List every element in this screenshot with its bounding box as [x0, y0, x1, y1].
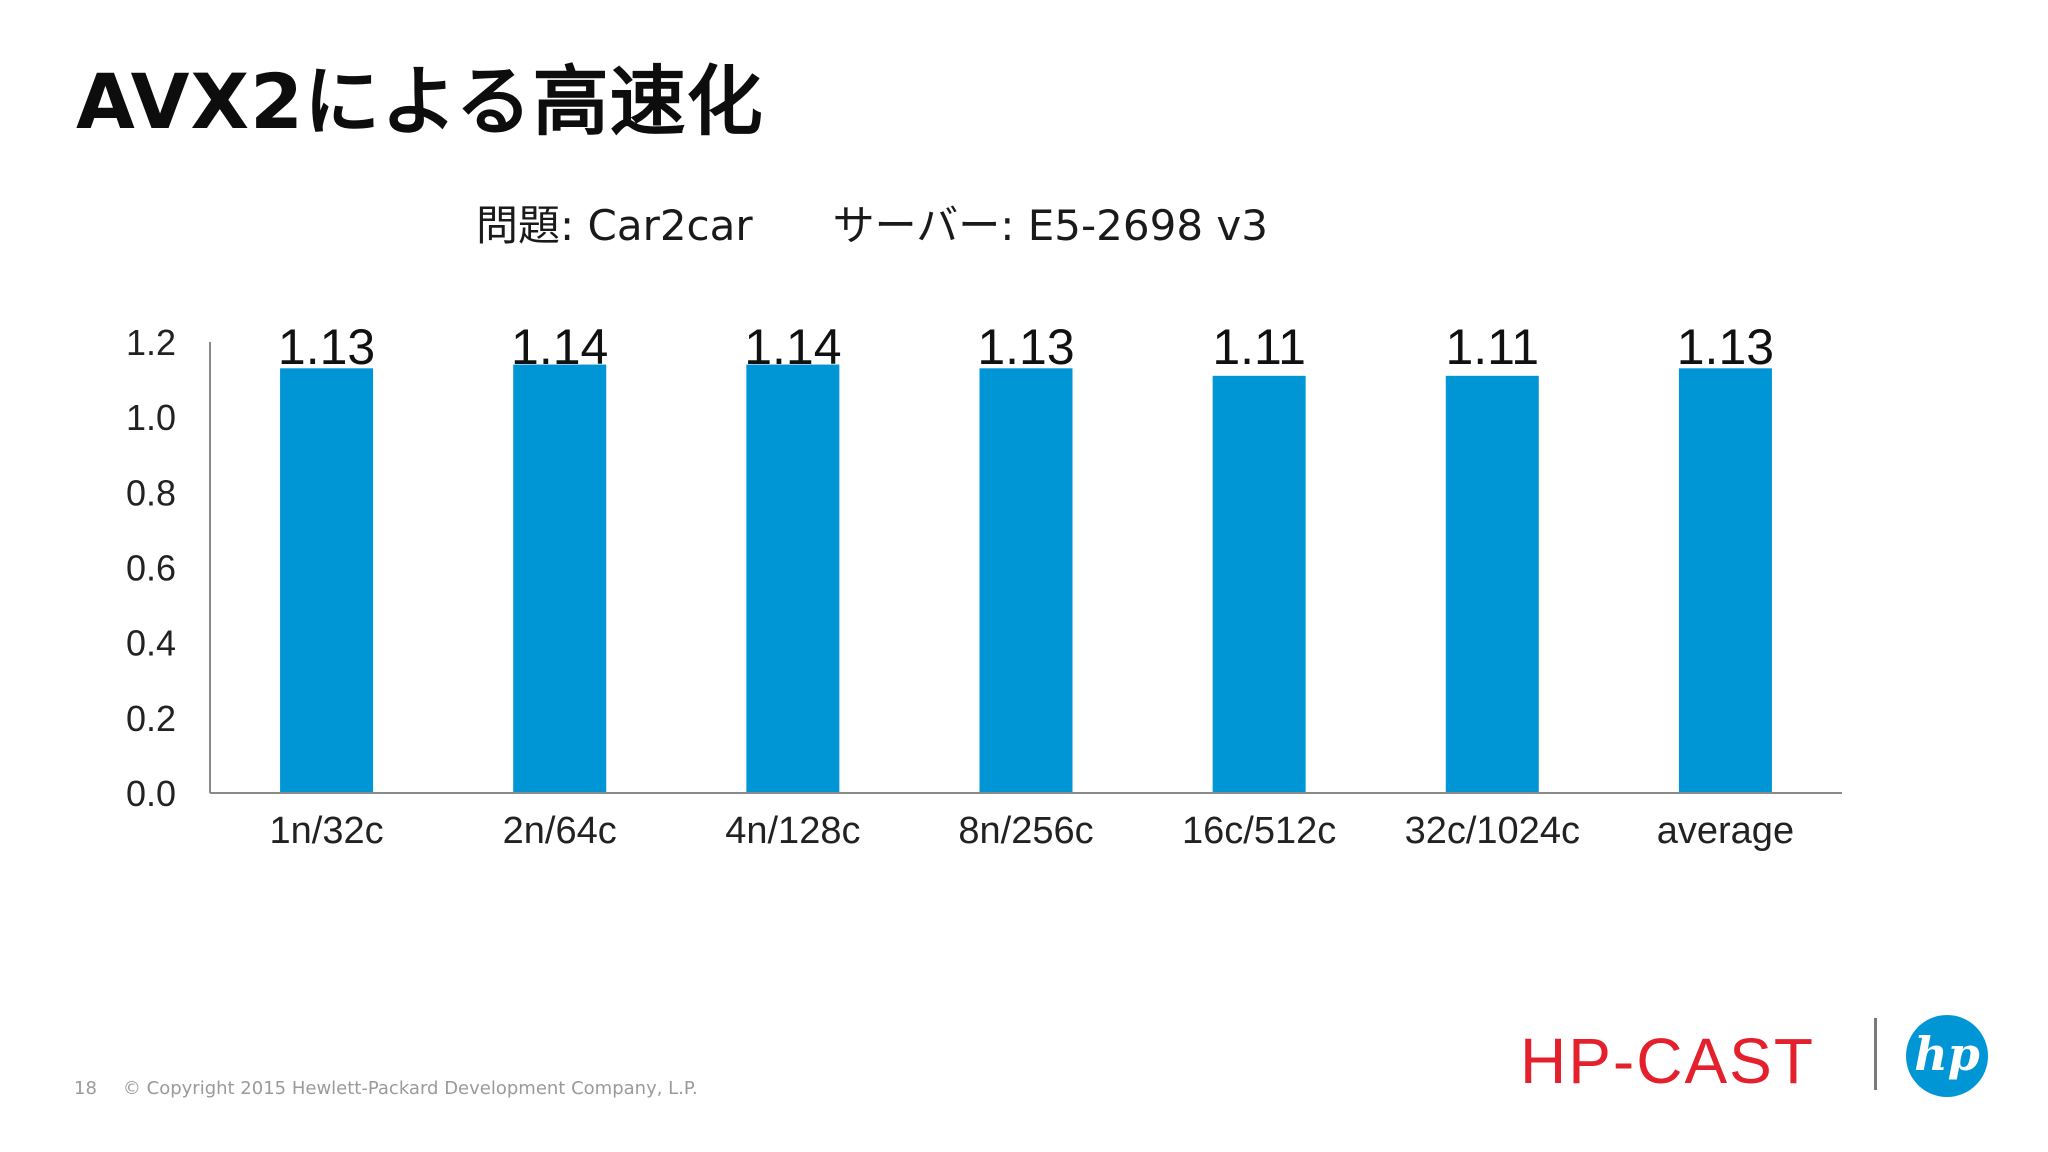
bar-4n/128c: [746, 364, 840, 793]
y-tick-label: 1.2: [126, 322, 176, 363]
footer: 18 © Copyright 2015 Hewlett-Packard Deve…: [74, 1078, 698, 1099]
bar-value-label: 1.11: [1445, 319, 1539, 375]
y-tick-label: 0.4: [126, 623, 176, 664]
bar-32c/1024c: [1445, 375, 1539, 793]
bar-value-labels: 1.13 1.14 1.14 1.13 1.11 1.11 1.13: [278, 319, 1774, 375]
bar-8n/256c: [979, 368, 1073, 793]
hp-logo-icon: hp: [1906, 1015, 1988, 1097]
problem-label: 問題: Car2car: [476, 201, 753, 250]
x-tick-label: 32c/1024c: [1405, 810, 1580, 852]
bar-1n/32c: [280, 368, 374, 793]
bar-value-label: 1.11: [1212, 319, 1306, 375]
y-tick-label: 0.6: [126, 548, 176, 589]
y-axis-ticks: 0.0 0.2 0.4 0.6 0.8 1.0 1.2: [126, 322, 176, 814]
bar-series: [280, 364, 1772, 793]
y-tick-label: 0.8: [126, 472, 176, 513]
bar-chart: 0.00.20.40.60.81.01.2 1.13 1.14 1.14 1.13 1.…: [126, 319, 1842, 852]
x-tick-label: 1n/32c: [270, 810, 384, 852]
x-tick-label: 4n/128c: [725, 810, 860, 852]
copyright-text: © Copyright 2015 Hewlett-Packard Develop…: [122, 1078, 698, 1099]
bar-value-label: 1.14: [511, 319, 608, 375]
logo-divider: [1874, 1018, 1877, 1090]
bar-value-label: 1.13: [977, 319, 1074, 375]
bar-16c/512c: [1212, 375, 1306, 793]
bar-2n/64c: [513, 364, 607, 793]
x-tick-label: 2n/64c: [503, 810, 617, 852]
page-number: 18: [74, 1078, 97, 1099]
x-tick-label: average: [1657, 810, 1794, 852]
server-label: サーバー: E5-2698 v3: [832, 201, 1268, 250]
y-tick-label: 1.0: [126, 397, 176, 438]
slide-title: AVX2による高速化: [76, 57, 764, 146]
hp-logo-text: hp: [1914, 1027, 1980, 1081]
x-tick-label: 16c/512c: [1182, 810, 1336, 852]
y-tick-label: 0.2: [126, 698, 176, 739]
y-tick-label: 0.0: [126, 773, 176, 814]
bar-value-label: 1.13: [1677, 319, 1774, 375]
x-axis-ticks: 1n/32c 2n/64c 4n/128c 8n/256c 16c/512c 32c/10…: [270, 810, 1795, 852]
x-tick-label: 8n/256c: [958, 810, 1093, 852]
chart-subtitle: 問題: Car2car サーバー: E5-2698 v3: [476, 192, 1268, 253]
bar-value-label: 1.14: [744, 319, 841, 375]
bar-average: [1678, 368, 1772, 793]
bar-value-label: 1.13: [278, 319, 375, 375]
hp-cast-logo: HP-CAST: [1520, 1025, 1815, 1097]
